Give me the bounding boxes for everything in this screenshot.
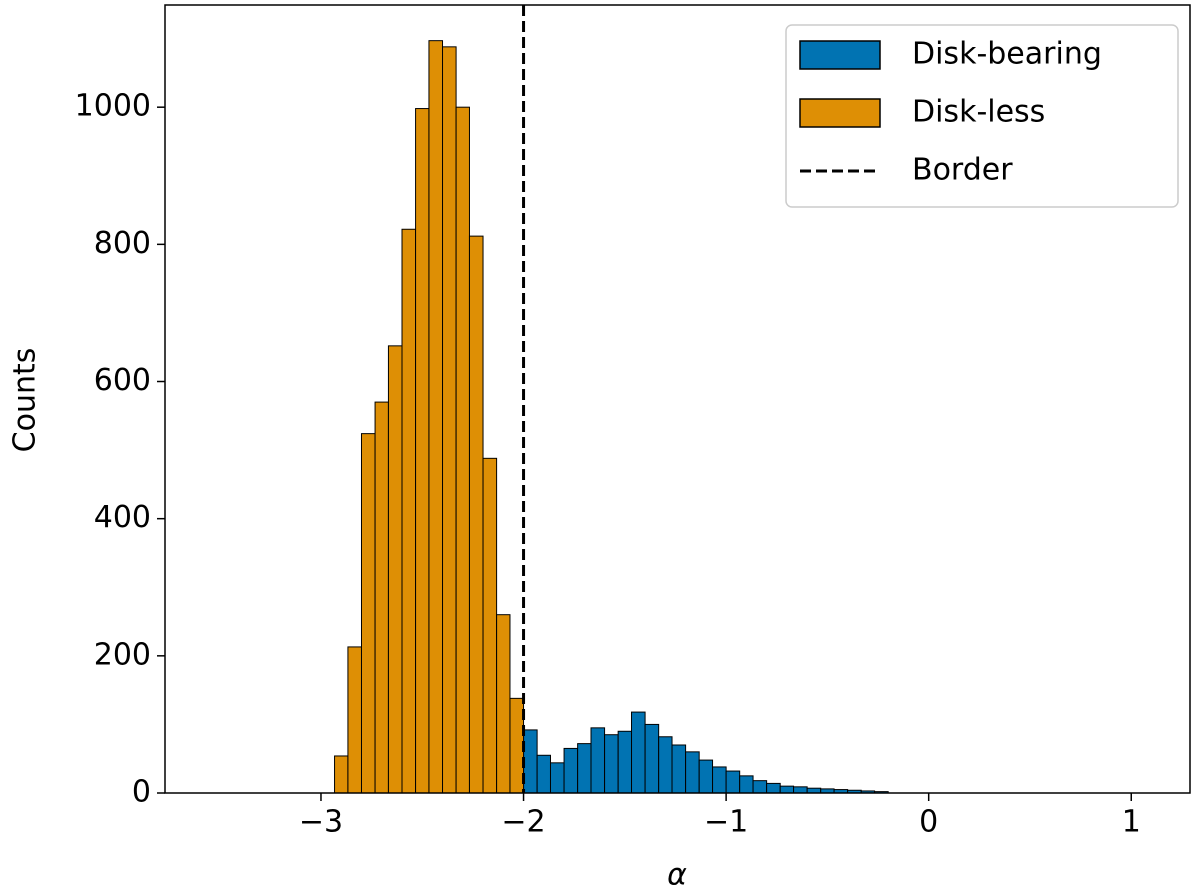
histogram-bar bbox=[509, 697, 525, 794]
histogram-bar bbox=[725, 770, 741, 794]
histogram-bar bbox=[577, 743, 592, 794]
histogram-bar bbox=[536, 754, 551, 794]
histogram-bar bbox=[685, 751, 700, 794]
histogram-bar bbox=[374, 401, 389, 794]
histogram-bar bbox=[387, 345, 403, 794]
histogram-bar bbox=[549, 762, 565, 794]
legend-swatch bbox=[799, 40, 881, 70]
histogram-bar bbox=[698, 759, 714, 794]
y-tick-label: 200 bbox=[94, 637, 151, 672]
histogram-bar bbox=[766, 782, 781, 794]
histogram-bar bbox=[604, 734, 619, 794]
y-tick-label: 1000 bbox=[75, 89, 151, 124]
histogram-bar bbox=[644, 723, 660, 794]
histogram-bar bbox=[590, 727, 606, 794]
histogram-bar bbox=[482, 457, 498, 794]
histogram-bar bbox=[455, 106, 470, 794]
y-tick-label: 400 bbox=[94, 500, 151, 535]
histogram-bar bbox=[401, 228, 417, 794]
histogram-bar bbox=[739, 775, 754, 794]
x-tick-label: −1 bbox=[704, 805, 748, 840]
y-tick-label: 0 bbox=[132, 775, 151, 810]
histogram-bar bbox=[428, 40, 444, 794]
histogram-bar bbox=[360, 433, 376, 794]
legend-swatch bbox=[799, 98, 881, 128]
histogram-bar bbox=[752, 780, 768, 794]
histogram-bar bbox=[617, 730, 633, 794]
y-tick-label: 600 bbox=[94, 363, 151, 398]
legend-box bbox=[785, 24, 1179, 208]
x-tick-label: 0 bbox=[919, 805, 938, 840]
histogram-bar bbox=[442, 46, 457, 794]
legend-label: Disk-less bbox=[912, 95, 1045, 130]
legend-label: Border bbox=[912, 153, 1013, 188]
histogram-bar bbox=[334, 755, 349, 794]
x-axis-label: α bbox=[667, 858, 687, 891]
plot-frame bbox=[164, 4, 1191, 794]
x-tick-label: −2 bbox=[501, 805, 545, 840]
legend-label: Disk-bearing bbox=[912, 37, 1102, 72]
histogram-bar bbox=[468, 235, 484, 794]
y-tick-label: 800 bbox=[94, 226, 151, 261]
histogram-bar bbox=[658, 736, 673, 794]
x-tick-label: −3 bbox=[299, 805, 343, 840]
histogram-bar bbox=[415, 108, 430, 794]
histogram-bar bbox=[347, 646, 362, 794]
histogram-bar bbox=[563, 747, 579, 794]
histogram-bar bbox=[779, 785, 795, 794]
histogram-bar bbox=[523, 729, 538, 794]
histogram-bar bbox=[671, 744, 687, 794]
y-axis-label: Counts bbox=[8, 348, 43, 453]
histogram-bar bbox=[496, 614, 511, 794]
histogram-bar bbox=[793, 786, 808, 794]
histogram-bar bbox=[712, 766, 727, 794]
x-tick-label: 1 bbox=[1122, 805, 1141, 840]
histogram-bar bbox=[631, 711, 646, 794]
